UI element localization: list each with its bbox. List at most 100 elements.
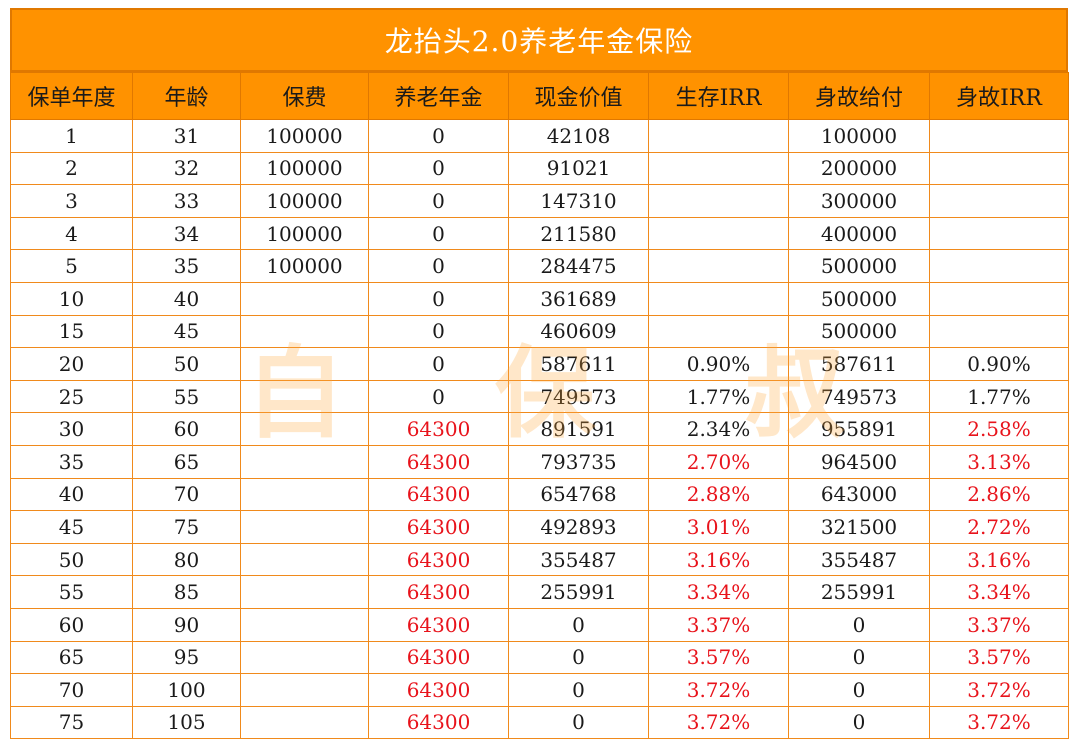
cell-policy-year: 3	[10, 184, 133, 218]
cell-cash-value: 0	[508, 705, 649, 739]
table-title: 龙抬头2.0养老年金保险	[10, 8, 1068, 72]
cell-annuity: 0	[368, 151, 509, 186]
cell-age: 35	[132, 249, 241, 283]
cell-survival-irr: 0.90%	[648, 347, 789, 381]
cell-death-benefit: 643000	[788, 477, 930, 512]
table-row: 4 34 100000 0 211580 400000	[10, 216, 1069, 251]
cell-survival-irr	[648, 281, 789, 316]
cell-age: 100	[132, 673, 241, 707]
cell-survival-irr	[648, 249, 789, 283]
cell-premium	[240, 640, 369, 675]
cell-age: 45	[132, 314, 241, 349]
cell-death-benefit: 200000	[788, 151, 930, 186]
cell-cash-value: 255991	[508, 575, 649, 609]
cell-age: 32	[132, 151, 241, 186]
cell-death-benefit: 587611	[788, 347, 930, 381]
cell-cash-value: 492893	[508, 510, 649, 544]
table-row: 5 35 100000 0 284475 500000	[10, 249, 1069, 283]
cell-annuity: 64300	[368, 444, 509, 479]
cell-death-benefit: 0	[788, 607, 930, 642]
cell-death-benefit: 0	[788, 673, 930, 707]
cell-cash-value: 361689	[508, 281, 649, 316]
header-annuity: 养老年金	[368, 72, 509, 120]
cell-premium	[240, 281, 369, 316]
table-row: 35 65 64300 793735 2.70% 964500 3.13%	[10, 444, 1069, 479]
cell-cash-value: 0	[508, 673, 649, 707]
cell-policy-year: 20	[10, 347, 133, 381]
cell-age: 80	[132, 542, 241, 577]
cell-annuity: 0	[368, 314, 509, 349]
cell-annuity: 64300	[368, 705, 509, 739]
cell-death-irr	[929, 119, 1069, 153]
cell-annuity: 0	[368, 119, 509, 153]
cell-annuity: 64300	[368, 607, 509, 642]
cell-survival-irr: 3.01%	[648, 510, 789, 544]
cell-survival-irr: 2.70%	[648, 444, 789, 479]
cell-age: 95	[132, 640, 241, 675]
header-cash-value: 现金价值	[508, 72, 649, 120]
cell-age: 75	[132, 510, 241, 544]
cell-cash-value: 460609	[508, 314, 649, 349]
cell-death-irr: 3.37%	[929, 607, 1069, 642]
header-death-irr: 身故IRR	[929, 72, 1069, 120]
table-row: 20 50 0 587611 0.90% 587611 0.90%	[10, 347, 1069, 381]
cell-policy-year: 5	[10, 249, 133, 283]
header-premium: 保费	[240, 72, 369, 120]
cell-death-benefit: 400000	[788, 216, 930, 251]
cell-death-benefit: 500000	[788, 281, 930, 316]
cell-age: 70	[132, 477, 241, 512]
cell-survival-irr	[648, 314, 789, 349]
cell-death-irr	[929, 314, 1069, 349]
cell-death-irr: 3.16%	[929, 542, 1069, 577]
cell-policy-year: 30	[10, 412, 133, 446]
cell-policy-year: 45	[10, 510, 133, 544]
cell-premium: 100000	[240, 184, 369, 218]
cell-premium	[240, 314, 369, 349]
table-row: 55 85 64300 255991 3.34% 255991 3.34%	[10, 575, 1069, 609]
cell-premium	[240, 412, 369, 446]
cell-cash-value: 0	[508, 607, 649, 642]
cell-survival-irr	[648, 151, 789, 186]
cell-death-irr: 3.13%	[929, 444, 1069, 479]
cell-policy-year: 25	[10, 379, 133, 414]
cell-policy-year: 55	[10, 575, 133, 609]
cell-premium	[240, 477, 369, 512]
cell-policy-year: 15	[10, 314, 133, 349]
cell-death-irr: 3.57%	[929, 640, 1069, 675]
cell-age: 65	[132, 444, 241, 479]
table-row: 15 45 0 460609 500000	[10, 314, 1069, 349]
cell-age: 105	[132, 705, 241, 739]
cell-cash-value: 749573	[508, 379, 649, 414]
cell-cash-value: 587611	[508, 347, 649, 381]
table-row: 45 75 64300 492893 3.01% 321500 2.72%	[10, 510, 1069, 544]
cell-cash-value: 0	[508, 640, 649, 675]
cell-policy-year: 1	[10, 119, 133, 153]
cell-death-irr: 2.86%	[929, 477, 1069, 512]
cell-age: 60	[132, 412, 241, 446]
cell-policy-year: 2	[10, 151, 133, 186]
cell-annuity: 64300	[368, 510, 509, 544]
cell-survival-irr: 3.72%	[648, 673, 789, 707]
cell-premium	[240, 575, 369, 609]
cell-death-irr	[929, 281, 1069, 316]
cell-policy-year: 40	[10, 477, 133, 512]
header-survival-irr: 生存IRR	[648, 72, 789, 120]
cell-death-benefit: 255991	[788, 575, 930, 609]
cell-survival-irr: 3.34%	[648, 575, 789, 609]
cell-cash-value: 147310	[508, 184, 649, 218]
insurance-table-sheet: 龙抬头2.0养老年金保险 保单年度 年龄 保费 养老年金 现金价值 生存IRR …	[10, 8, 1069, 739]
table-row: 2 32 100000 0 91021 200000	[10, 151, 1069, 186]
cell-survival-irr	[648, 119, 789, 153]
cell-death-irr	[929, 216, 1069, 251]
cell-death-irr: 3.34%	[929, 575, 1069, 609]
cell-age: 90	[132, 607, 241, 642]
cell-survival-irr	[648, 184, 789, 218]
cell-annuity: 0	[368, 249, 509, 283]
cell-death-benefit: 0	[788, 640, 930, 675]
table-row: 3 33 100000 0 147310 300000	[10, 184, 1069, 218]
table-row: 50 80 64300 355487 3.16% 355487 3.16%	[10, 542, 1069, 577]
cell-annuity: 0	[368, 216, 509, 251]
cell-death-irr	[929, 151, 1069, 186]
cell-premium	[240, 444, 369, 479]
